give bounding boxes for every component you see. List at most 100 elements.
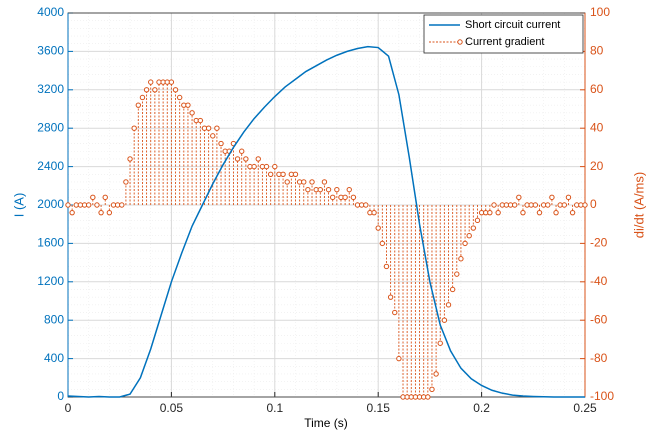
stem-marker (495, 209, 501, 216)
stem-marker (127, 156, 133, 162)
stem-marker (466, 233, 472, 239)
y-tick-label: 2000 (37, 197, 64, 211)
stem-marker (346, 186, 352, 193)
stem-marker (350, 194, 357, 201)
stem-marker (172, 87, 179, 93)
y-tick-label: 3600 (37, 44, 64, 58)
stem-marker (449, 286, 456, 293)
stem-marker (334, 186, 340, 193)
stem-marker (569, 209, 576, 216)
stem-marker (582, 202, 588, 208)
y2-tick-label: 80 (590, 44, 604, 58)
legend-label: Short circuit current (465, 19, 560, 31)
x-tick-label: 0.1 (266, 401, 283, 415)
stem-marker (305, 186, 311, 193)
y2-tick-label: -80 (590, 351, 608, 365)
y2-tick-label: 0 (590, 197, 597, 211)
y2-axis-label: di/dt (A/ms) (631, 172, 646, 238)
stem-marker (123, 179, 129, 185)
stem-marker (445, 302, 452, 308)
stem-marker (255, 156, 261, 162)
stem-marker (272, 163, 278, 170)
legend-box (423, 14, 584, 54)
stem-marker (94, 202, 100, 208)
stem-marker (532, 202, 539, 208)
y-tick-label: 400 (44, 351, 64, 365)
stem-marker (474, 217, 481, 224)
x-axis-label: Time (s) (304, 416, 348, 430)
y2-tick-label: 60 (590, 82, 604, 96)
stem-marker (152, 87, 158, 93)
stem-marker (433, 371, 439, 377)
y-tick-label: 3200 (37, 82, 64, 96)
stem-marker (189, 110, 195, 116)
stem-marker (561, 202, 568, 208)
stem-marker (549, 194, 555, 201)
stem-marker (119, 202, 125, 208)
x-tick-label: 0.15 (367, 401, 391, 415)
stem-marker (106, 209, 113, 216)
stem-marker (65, 202, 71, 208)
legend-label: Current gradient (465, 36, 545, 48)
y-axis-label: I (A) (11, 193, 26, 218)
stem-marker (176, 94, 183, 101)
stem-marker (292, 171, 299, 177)
x-tick-label: 0.25 (573, 401, 597, 415)
stem-marker (441, 317, 448, 323)
stem-marker (143, 87, 150, 93)
stem-marker (325, 186, 332, 193)
stem-marker (210, 133, 216, 139)
y-tick-label: 1200 (37, 274, 64, 288)
y2-tick-label: 40 (590, 120, 604, 134)
stem-marker (511, 202, 518, 208)
stem-marker (565, 194, 572, 201)
stem-marker (148, 79, 154, 85)
stem-marker (342, 194, 348, 201)
y-tick-label: 2400 (37, 159, 64, 173)
stem-marker (429, 386, 435, 393)
stem-marker (491, 202, 497, 208)
y2-tick-label: 20 (590, 159, 604, 173)
stem-marker (470, 225, 477, 231)
stem-marker (379, 240, 386, 247)
stem-marker (205, 125, 212, 131)
stem-marker (458, 256, 464, 262)
stem-marker (454, 271, 460, 277)
stem-marker (309, 179, 315, 185)
stem-marker (375, 225, 381, 231)
stem-marker (516, 194, 522, 201)
y2-tick-label: 100 (590, 5, 610, 19)
stem-marker (168, 79, 175, 85)
stem-marker (263, 163, 270, 170)
stem-marker (214, 125, 220, 131)
stem-marker (102, 194, 108, 201)
stem-marker (267, 171, 274, 177)
stem-marker (98, 209, 104, 216)
stem-marker (234, 156, 241, 162)
stem-marker (487, 209, 493, 216)
y-tick-label: 4000 (37, 5, 64, 19)
stem-marker (425, 394, 431, 400)
stem-marker (317, 186, 323, 193)
stem-marker (218, 140, 224, 147)
y-tick-label: 1600 (37, 236, 64, 250)
stem-marker (321, 179, 328, 185)
stem-marker (197, 117, 204, 124)
stem-marker (251, 163, 257, 170)
stem-marker (135, 102, 142, 108)
stem-marker (462, 240, 468, 247)
stem-marker (85, 202, 92, 208)
stem-marker (392, 309, 398, 316)
stem-marker (330, 194, 336, 201)
y-tick-label: 800 (44, 312, 64, 326)
stem-marker (243, 156, 249, 162)
stem-marker (139, 94, 146, 101)
stem-marker (90, 194, 96, 201)
stem-marker (301, 179, 307, 185)
stem-marker (437, 340, 443, 346)
y2-tick-label: -60 (590, 312, 608, 326)
y2-tick-label: -40 (590, 274, 608, 288)
stem-marker (536, 209, 543, 216)
stem-marker (363, 202, 369, 208)
